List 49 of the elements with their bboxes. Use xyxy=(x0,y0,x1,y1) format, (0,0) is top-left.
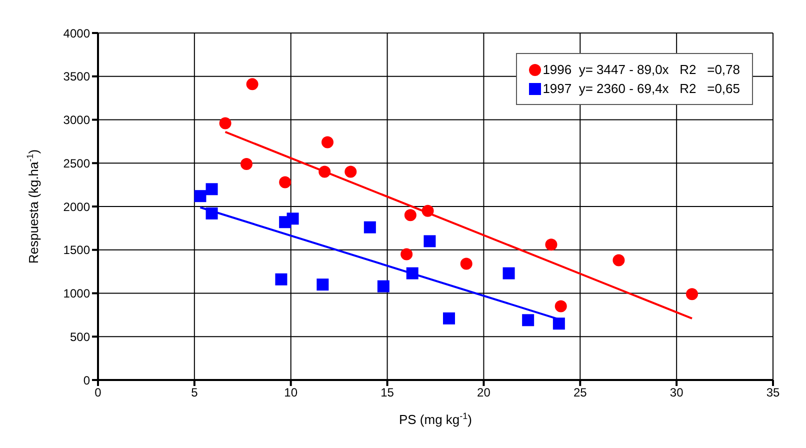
point xyxy=(545,238,558,251)
x-tick-label: 30 xyxy=(670,386,684,400)
x-tick-label: 10 xyxy=(284,386,298,400)
y-tick-label: 1000 xyxy=(63,286,90,301)
point xyxy=(443,312,455,324)
point xyxy=(400,248,413,260)
point xyxy=(502,267,515,280)
point xyxy=(194,190,206,202)
x-tick-label: 0 xyxy=(94,386,102,400)
y-tick-label: 0 xyxy=(83,373,90,388)
legend-label: 1996 y= 3447 - 89,0x R2 =0,78 xyxy=(542,62,740,77)
point xyxy=(686,288,698,300)
x-tick-label: 35 xyxy=(766,386,780,400)
point xyxy=(275,273,288,286)
point xyxy=(318,166,331,178)
y-tick-label: 3500 xyxy=(63,70,90,84)
point xyxy=(322,136,334,148)
point xyxy=(422,204,434,217)
point xyxy=(552,318,565,330)
x-axis-title: PS (mg kg$^{-1}$) xyxy=(398,411,472,427)
x-tick-label: 20 xyxy=(477,386,491,400)
x-tick-label: 25 xyxy=(573,386,588,400)
point xyxy=(377,280,390,292)
point xyxy=(246,78,258,90)
point xyxy=(240,158,252,170)
point xyxy=(219,117,232,130)
point xyxy=(344,166,357,178)
point xyxy=(554,300,567,312)
y-tick-label: 2500 xyxy=(63,156,90,170)
point xyxy=(460,258,472,270)
x-tick-label: 5 xyxy=(191,386,198,400)
y-tick-label: 3000 xyxy=(63,113,90,128)
point xyxy=(316,278,329,291)
point xyxy=(286,212,299,225)
point xyxy=(612,254,625,266)
point xyxy=(404,209,416,222)
point xyxy=(206,183,218,196)
y-tick-label: 500 xyxy=(70,330,90,344)
point xyxy=(406,267,418,280)
point xyxy=(279,176,292,188)
legend-label: 1997 y= 2360 - 69,4x R2 =0,65 xyxy=(542,81,740,96)
point xyxy=(364,221,376,234)
point xyxy=(424,235,436,248)
point xyxy=(522,314,534,326)
y-tick-label: 2000 xyxy=(63,200,90,214)
point xyxy=(206,207,218,220)
y-tick-label: 4000 xyxy=(63,26,90,40)
x-tick-label: 15 xyxy=(380,386,394,400)
y-tick-label: 1500 xyxy=(63,243,90,258)
